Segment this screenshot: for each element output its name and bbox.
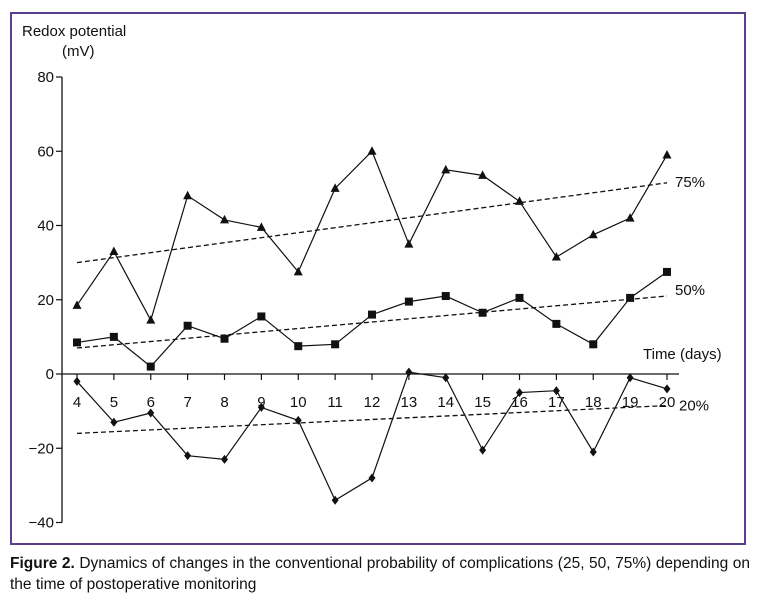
diamond-marker bbox=[294, 415, 302, 425]
y-axis-label-line1: Redox potential bbox=[22, 23, 126, 40]
series-lines bbox=[76, 150, 668, 502]
square-marker bbox=[257, 312, 266, 321]
triangle-marker bbox=[588, 229, 598, 239]
square-marker bbox=[220, 334, 229, 343]
y-tick-label: 60 bbox=[37, 143, 54, 160]
series-line-75 bbox=[76, 150, 668, 322]
x-tick-label: 10 bbox=[290, 394, 307, 411]
triangle-marker bbox=[146, 315, 156, 324]
caption-text: Dynamics of changes in the conventional … bbox=[10, 555, 750, 593]
square-marker bbox=[294, 342, 303, 351]
square-marker bbox=[515, 293, 524, 302]
caption-label: Figure 2. bbox=[10, 555, 75, 572]
square-marker bbox=[441, 292, 450, 301]
square-marker bbox=[109, 332, 118, 341]
x-tick-label: 11 bbox=[327, 394, 343, 411]
triangle-marker bbox=[551, 252, 561, 261]
x-tick-label: 15 bbox=[474, 394, 491, 411]
x-tick-label: 7 bbox=[183, 394, 191, 411]
trend-line-75 bbox=[76, 182, 668, 264]
diamond-marker bbox=[184, 451, 192, 461]
square-marker bbox=[478, 308, 487, 317]
diamond-marker bbox=[368, 473, 376, 483]
triangle-marker bbox=[441, 164, 451, 174]
diamond-marker bbox=[73, 376, 81, 386]
triangle-marker bbox=[183, 190, 193, 200]
triangle-marker bbox=[478, 170, 488, 179]
triangle-marker bbox=[662, 149, 672, 159]
square-marker bbox=[552, 319, 561, 328]
diamond-marker bbox=[147, 408, 155, 418]
triangle-marker bbox=[220, 214, 229, 224]
y-tick-label: −20 bbox=[29, 440, 54, 457]
x-tick-label: 13 bbox=[401, 394, 418, 411]
series-label-50: 50% bbox=[675, 282, 705, 299]
redox-chart: Redox potential (mV) Time (days) 8060402… bbox=[22, 23, 722, 532]
diamond-marker bbox=[442, 373, 450, 383]
x-tick-label: 6 bbox=[147, 394, 155, 411]
triangle-marker bbox=[293, 266, 303, 276]
diamond-marker bbox=[626, 373, 634, 383]
triangle-marker bbox=[72, 300, 82, 309]
square-marker bbox=[183, 321, 192, 330]
square-marker bbox=[663, 267, 671, 276]
diamond-marker bbox=[331, 495, 339, 505]
axes bbox=[61, 77, 679, 523]
y-tick-label: 80 bbox=[37, 69, 54, 86]
diamond-marker bbox=[479, 445, 487, 455]
diamond-marker bbox=[257, 402, 265, 412]
triangle-marker bbox=[515, 196, 524, 205]
triangle-marker bbox=[625, 213, 635, 222]
diamond-marker bbox=[589, 447, 597, 457]
x-tick-label: 12 bbox=[364, 394, 381, 411]
x-tick-label: 20 bbox=[659, 394, 676, 411]
square-marker bbox=[146, 362, 155, 371]
y-tick-label: 0 bbox=[46, 366, 54, 383]
triangle-marker bbox=[367, 146, 377, 155]
x-tick-label: 4 bbox=[73, 394, 81, 411]
square-marker bbox=[73, 338, 81, 347]
square-marker bbox=[331, 340, 340, 349]
x-tick-label: 18 bbox=[585, 394, 602, 411]
square-marker bbox=[368, 310, 376, 319]
series-label-75: 75% bbox=[675, 174, 705, 191]
series-markers bbox=[72, 146, 672, 505]
diamond-marker bbox=[221, 454, 228, 464]
diamond-marker bbox=[516, 388, 523, 398]
series-labels: 75% 50% 20% bbox=[675, 174, 709, 415]
y-tick-label: −40 bbox=[29, 515, 54, 532]
x-tick-label: 17 bbox=[548, 394, 565, 411]
diamond-marker bbox=[110, 417, 118, 427]
square-marker bbox=[626, 293, 635, 302]
figure-frame: Redox potential (mV) Time (days) 80 60 40 2… bbox=[10, 12, 746, 545]
triangle-marker bbox=[256, 222, 266, 231]
triangle-marker bbox=[404, 239, 414, 248]
trend-line-50 bbox=[76, 295, 668, 349]
series-line-50 bbox=[76, 271, 668, 368]
y-tick-label: 20 bbox=[37, 292, 54, 309]
series-label-20: 20% bbox=[679, 398, 709, 415]
figure-caption: Figure 2. Dynamics of changes in the con… bbox=[10, 553, 750, 595]
x-tick-label: 8 bbox=[220, 394, 228, 411]
x-tick-label: 9 bbox=[257, 394, 265, 411]
square-marker bbox=[404, 297, 413, 306]
triangle-marker bbox=[330, 183, 340, 192]
x-tick-label: 5 bbox=[110, 394, 118, 411]
x-axis-label: Time (days) bbox=[643, 346, 722, 363]
y-tick-label: 40 bbox=[37, 218, 54, 235]
square-marker bbox=[589, 340, 598, 349]
diamond-marker bbox=[552, 386, 560, 396]
y-axis-label-line2: (mV) bbox=[62, 43, 95, 60]
diamond-marker bbox=[663, 384, 671, 394]
diamond-marker bbox=[405, 367, 413, 377]
x-tick-label: 19 bbox=[622, 394, 639, 411]
x-tick-label: 14 bbox=[437, 394, 454, 411]
triangle-marker bbox=[109, 246, 119, 255]
